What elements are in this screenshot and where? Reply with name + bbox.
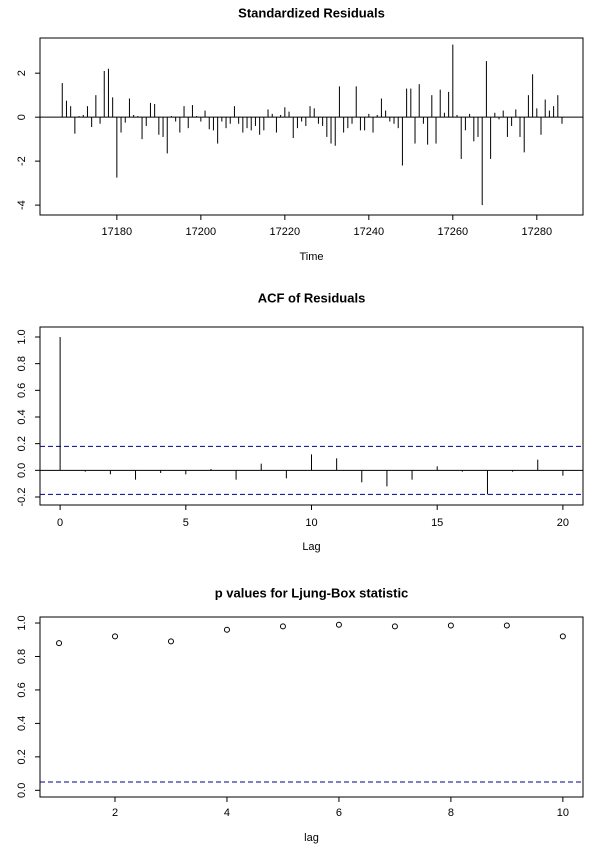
x-tick-label: 17260 — [438, 226, 469, 238]
x-tick-label: 17200 — [186, 226, 217, 238]
point — [335, 621, 342, 628]
y-tick-label: 0.8 — [16, 356, 28, 371]
y-tick-label: 0 — [16, 114, 28, 120]
x-tick-label: 10 — [557, 807, 569, 819]
y-tick-label: 2 — [16, 70, 28, 76]
point — [167, 638, 174, 645]
point — [391, 623, 398, 630]
x-axis-label: Lag — [302, 541, 320, 553]
x-tick-label: 0 — [57, 517, 63, 529]
chart-title: p values for Ljung-Box statistic — [215, 585, 409, 600]
y-tick-label: 0.6 — [16, 383, 28, 398]
chart-title: ACF of Residuals — [258, 290, 366, 305]
y-tick-label: 0.8 — [16, 649, 28, 664]
point — [112, 633, 119, 640]
y-tick-label: 0.6 — [16, 682, 28, 697]
x-tick-label: 17220 — [270, 226, 301, 238]
x-tick-label: 10 — [305, 517, 317, 529]
y-tick-label: -0.2 — [16, 488, 28, 507]
x-tick-label: 15 — [431, 517, 443, 529]
y-tick-label: -2 — [16, 156, 28, 166]
plot-frame — [39, 326, 584, 506]
plot-frame — [39, 616, 584, 798]
point — [559, 633, 566, 640]
plot-frame — [39, 37, 584, 216]
point — [503, 622, 510, 629]
y-tick-label: -4 — [16, 200, 28, 210]
point — [56, 640, 63, 647]
y-tick-label: 0.0 — [16, 463, 28, 478]
point — [223, 626, 230, 633]
y-tick-label: 0.4 — [16, 716, 28, 731]
y-tick-label: 0.0 — [16, 783, 28, 798]
x-axis-label: lag — [304, 832, 319, 844]
point — [279, 623, 286, 630]
x-tick-label: 6 — [336, 807, 342, 819]
y-tick-label: 0.4 — [16, 409, 28, 424]
x-axis-label: Time — [299, 251, 323, 263]
y-tick-label: 0.2 — [16, 436, 28, 451]
x-tick-label: 20 — [557, 517, 569, 529]
x-tick-label: 8 — [448, 807, 454, 819]
y-tick-label: 1.0 — [16, 329, 28, 344]
y-tick-label: 0.2 — [16, 749, 28, 764]
x-tick-label: 4 — [224, 807, 230, 819]
x-tick-label: 5 — [183, 517, 189, 529]
x-tick-label: 17240 — [354, 226, 385, 238]
chart-title: Standardized Residuals — [238, 5, 385, 20]
x-tick-label: 17280 — [522, 226, 553, 238]
point — [447, 622, 454, 629]
x-tick-label: 17180 — [102, 226, 133, 238]
y-tick-label: 1.0 — [16, 615, 28, 630]
x-tick-label: 2 — [112, 807, 118, 819]
